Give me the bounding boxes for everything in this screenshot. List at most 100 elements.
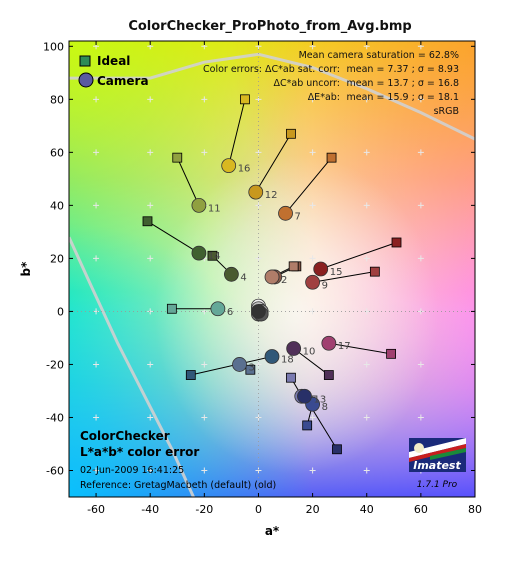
grid-cross [201, 414, 208, 421]
grid-cross [417, 361, 424, 368]
camera-circle-6 [210, 301, 226, 317]
error-line-15 [320, 242, 397, 270]
camera-circle-4 [223, 266, 239, 282]
ideal-square-6 [166, 303, 177, 314]
ideal-square-9 [369, 266, 380, 277]
camera-circle-3 [232, 357, 247, 372]
grid-cross [147, 149, 154, 156]
grid-cross [147, 96, 154, 103]
ideal-square-2 [288, 261, 299, 272]
stats-colorspace: sRGB [434, 106, 459, 117]
legend-camera-marker [78, 72, 94, 88]
y-axis-label: b* [19, 261, 33, 277]
ideal-square-10 [323, 370, 334, 380]
grid-cross [201, 361, 208, 368]
y-tick-label: 0 [57, 305, 64, 318]
error-line-12 [255, 133, 292, 193]
patch-label-17: 17 [338, 341, 351, 352]
ideal-square-15 [391, 237, 402, 248]
grid-cross [93, 96, 100, 103]
error-stats: Mean camera saturation = 62.8% Color err… [203, 50, 459, 117]
grid-cross [147, 255, 154, 262]
ideal-square-13 [332, 444, 342, 455]
grid-cross [417, 255, 424, 262]
y-tick-label: 80 [50, 93, 64, 106]
grid-cross [255, 255, 262, 262]
y-tick-label: 40 [50, 199, 64, 212]
stats-uncorr-value: mean = 13.7 ; σ = 16.8 [346, 78, 459, 89]
ideal-square-11 [172, 152, 183, 163]
grid-cross [147, 308, 154, 315]
patch-label-10: 10 [303, 347, 316, 358]
grid-cross [363, 96, 370, 103]
bg-center-layer [69, 41, 475, 497]
ideal-square-3 [245, 364, 256, 375]
stats-uncorr-label: ΔC*ab uncorr: [273, 78, 340, 89]
x-axis-label: a* [265, 524, 280, 538]
patch-label-2: 2 [281, 275, 287, 286]
camera-circle-15 [313, 261, 329, 277]
gamut-arc-upper [69, 52, 475, 141]
chart-info: ColorChecker L*a*b* color error 02-Jun-2… [80, 429, 276, 491]
imatest-logo: Imatest 1.7.1 Pro [409, 438, 466, 490]
grid-cross [309, 255, 316, 262]
grid-cross [93, 202, 100, 209]
grid-cross [363, 255, 370, 262]
camera-circle-12 [248, 184, 264, 200]
grid-cross [93, 361, 100, 368]
grid-cross [201, 149, 208, 156]
patch-label-4: 4 [240, 272, 246, 283]
ideal-square-7 [326, 152, 337, 163]
grid-cross [363, 308, 370, 315]
error-line-16 [228, 99, 246, 166]
grid-cross [417, 202, 424, 209]
camera-circle-2 [264, 269, 280, 285]
grid-cross [201, 308, 208, 315]
info-date: 02-Jun-2009 16:41:25 [80, 465, 184, 476]
stats-saturation: Mean camera saturation = 62.8% [299, 50, 459, 61]
y-tick-label: -60 [46, 464, 64, 477]
grid-cross [201, 96, 208, 103]
patch-label-9: 9 [322, 280, 328, 291]
logo-name: Imatest [413, 459, 461, 472]
camera-circle-10 [286, 341, 302, 356]
camera-circle-13 [297, 388, 312, 404]
patch-label-7: 7 [295, 211, 301, 222]
grid-cross [93, 414, 100, 421]
grid-cross [309, 202, 316, 209]
patch-label-14: 14 [208, 251, 221, 262]
grid-cross [309, 467, 316, 474]
grid-cross [147, 414, 154, 421]
grid-cross [255, 149, 262, 156]
y-tick-label: 100 [43, 40, 64, 53]
grid-crosses [69, 41, 475, 497]
grid-cross [147, 361, 154, 368]
patch-label-11: 11 [208, 203, 221, 214]
camera-circle-17 [321, 335, 337, 351]
x-tick-label: 0 [255, 503, 262, 516]
patch-label-13: 13 [313, 394, 326, 405]
stats-sat-corr-label: Color errors: ΔC*ab sat. corr: [203, 64, 340, 75]
grid-cross [255, 467, 262, 474]
grid-cross [93, 255, 100, 262]
grid-cross [363, 414, 370, 421]
info-heading: ColorChecker [80, 429, 170, 443]
patch-label-18: 18 [281, 354, 294, 365]
legend: Ideal Camera [78, 54, 149, 88]
error-line-18 [190, 356, 273, 376]
stats-sat-corr-value: mean = 7.37 ; σ = 8.93 [346, 64, 459, 75]
gamut-boundary [69, 52, 475, 497]
grid-cross [417, 96, 424, 103]
ideal-square-12 [286, 128, 296, 139]
patch-label-3: 3 [249, 362, 255, 373]
patch-label-16: 16 [238, 164, 251, 175]
patch-label-15: 15 [330, 267, 343, 278]
gamut-arc-lower [69, 236, 195, 497]
x-tick-label: 40 [360, 503, 374, 516]
grid-cross [417, 149, 424, 156]
ideal-square-8 [302, 420, 313, 431]
grid-cross [363, 202, 370, 209]
legend-ideal-marker [79, 55, 91, 67]
error-line-14 [147, 220, 200, 254]
